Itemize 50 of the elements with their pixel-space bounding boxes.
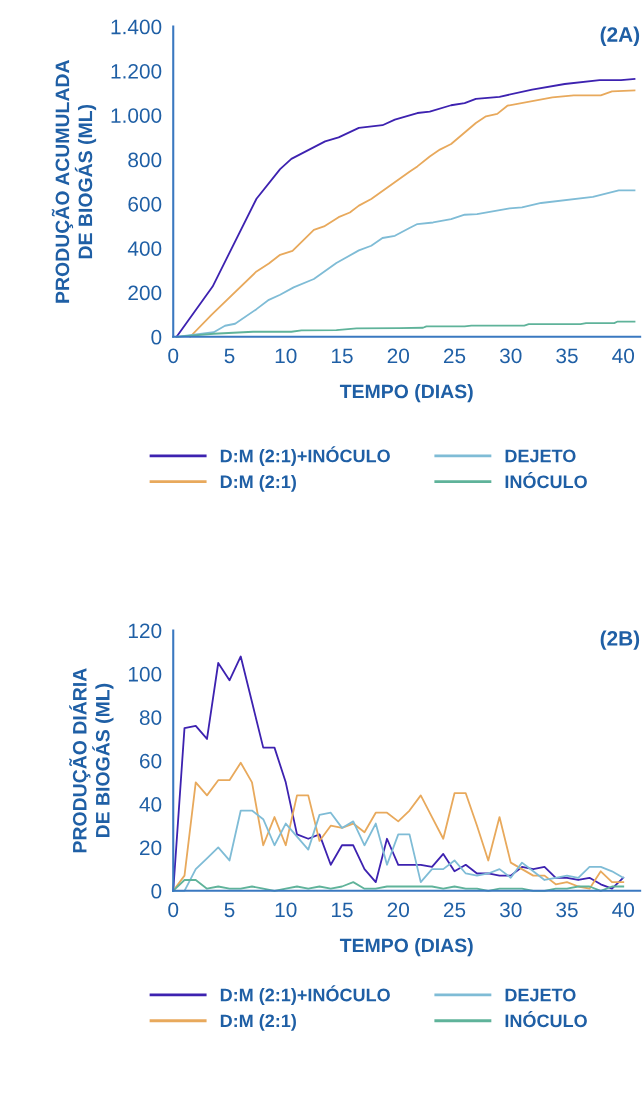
y-tick-label: 20	[140, 840, 162, 856]
x-tick-label: 20	[387, 348, 410, 364]
x-axis-title: TEMPO (DIAS)	[339, 938, 473, 957]
x-axis-title: TEMPO (DIAS)	[339, 384, 473, 403]
x-tick-label: 30	[499, 902, 522, 918]
legend-label: D:M (2:1)+INÓCULO	[220, 985, 390, 1005]
x-tick-label: 15	[332, 348, 353, 364]
y-tick-label: 80	[139, 710, 162, 725]
x-tick-label: 5	[224, 348, 235, 364]
y-tick-label: 400	[127, 241, 162, 256]
legend-label: D:M (2:1)+INÓCULO	[220, 446, 390, 466]
y-tick-label: 1.200	[111, 63, 162, 79]
x-tick-label: 40	[612, 902, 635, 918]
x-tick-label: 10	[275, 902, 297, 918]
line-series	[172, 761, 625, 892]
x-tick-label: 0	[168, 348, 179, 364]
y-tick-label: 0	[151, 329, 162, 345]
x-tick-label: 5	[224, 902, 235, 918]
legend-label: INÓCULO	[505, 1011, 587, 1028]
x-tick-label: 25	[443, 348, 466, 364]
y-tick-label: 200	[128, 285, 162, 301]
annotation: (2A)	[600, 26, 640, 47]
x-tick-label: 40	[612, 348, 635, 364]
legend-label: DEJETO	[505, 449, 576, 463]
y-tick-label: 0	[151, 883, 162, 899]
annotation: (2B)	[600, 630, 640, 650]
x-tick-label: 35	[556, 902, 578, 918]
legend-label: D:M (2:1)	[220, 474, 296, 492]
legend-label: DEJETO	[505, 988, 576, 1002]
line-series	[172, 655, 625, 892]
y-tick-label: 120	[128, 623, 162, 639]
legend-label: D:M (2:1)	[220, 1013, 296, 1031]
y-tick-label: 40	[139, 797, 162, 812]
x-tick-label: 0	[168, 902, 179, 918]
y-tick-label: 800	[128, 152, 162, 168]
x-tick-label: 35	[556, 348, 578, 364]
y-tick-label: 1.400	[111, 19, 162, 35]
x-tick-label: 20	[387, 902, 410, 918]
x-tick-label: 15	[332, 902, 353, 918]
legend-label: INÓCULO	[505, 472, 587, 489]
x-tick-label: 25	[443, 902, 466, 918]
y-tick-label: 60	[140, 753, 162, 769]
x-tick-label: 30	[499, 348, 522, 364]
y-axis-title: PRODUÇÃO ACUMULADA DE BIOGÁS (ML)	[51, 59, 97, 303]
y-tick-label: 1.000	[111, 108, 162, 123]
x-tick-label: 10	[275, 348, 297, 364]
line-series	[172, 879, 625, 892]
y-axis-title: PRODUÇÃO DIÁRIA DE BIOGÁS (ML)	[69, 668, 114, 853]
y-tick-label: 100	[128, 666, 162, 682]
y-tick-label: 600	[128, 196, 162, 212]
